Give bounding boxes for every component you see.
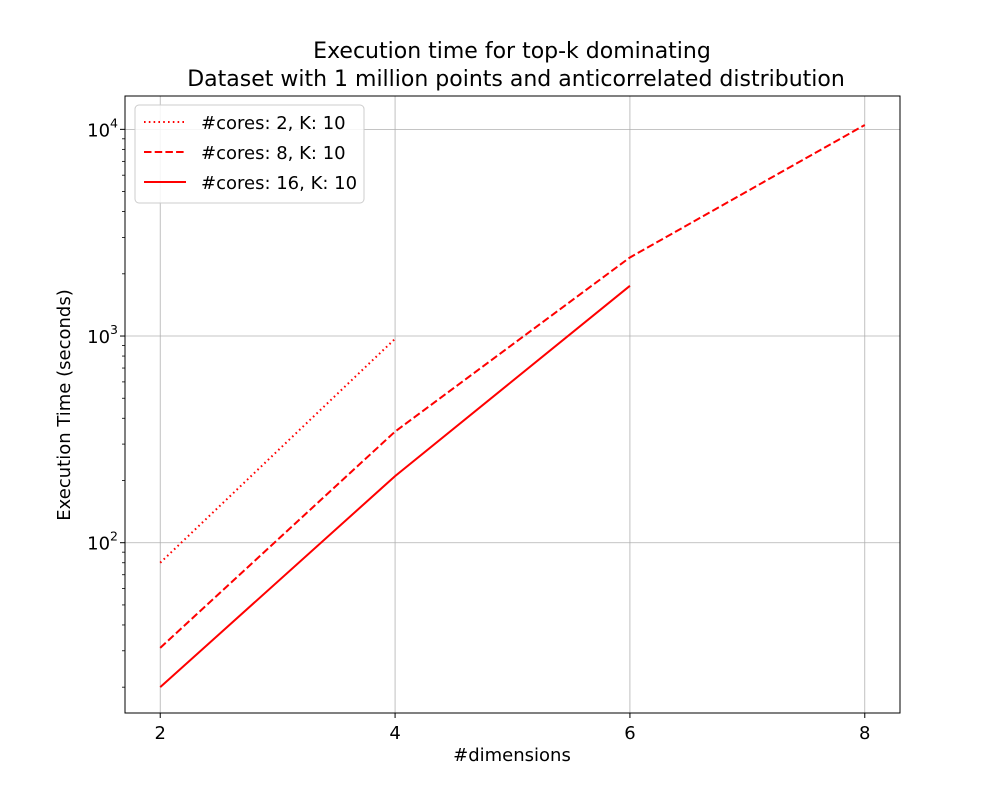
y-tick-label: 104 [87,115,118,141]
legend: #cores: 2, K: 10 #cores: 8, K: 10 #cores: … [134,104,365,204]
x-tick-label: 2 [155,723,166,744]
y-tick-label: 103 [87,322,118,348]
x-tick-label: 4 [389,723,400,744]
legend-box [134,104,365,204]
x-tick-label: 6 [624,723,635,744]
legend-label-1: #cores: 2, K: 10 [201,113,346,134]
plot-area-frame [124,95,901,714]
series-lines [159,124,866,688]
series-line-3 [159,285,631,688]
chart-title-line-2: Dataset with 1 million points and antico… [187,67,845,92]
series-line-1 [159,338,396,564]
chart-title-line-1: Execution time for top-k dominating [313,39,711,64]
series-line-2 [159,124,866,649]
legend-label-2: #cores: 8, K: 10 [201,143,346,164]
y-tick-label: 102 [87,529,118,555]
axis-ticks: 2 4 6 8 102 103 104 [87,115,870,744]
y-axis-label: Execution Time (seconds) [54,289,75,520]
legend-label-3: #cores: 16, K: 10 [201,173,357,194]
x-axis-label: #dimensions [453,745,571,766]
x-tick-label: 8 [859,723,870,744]
